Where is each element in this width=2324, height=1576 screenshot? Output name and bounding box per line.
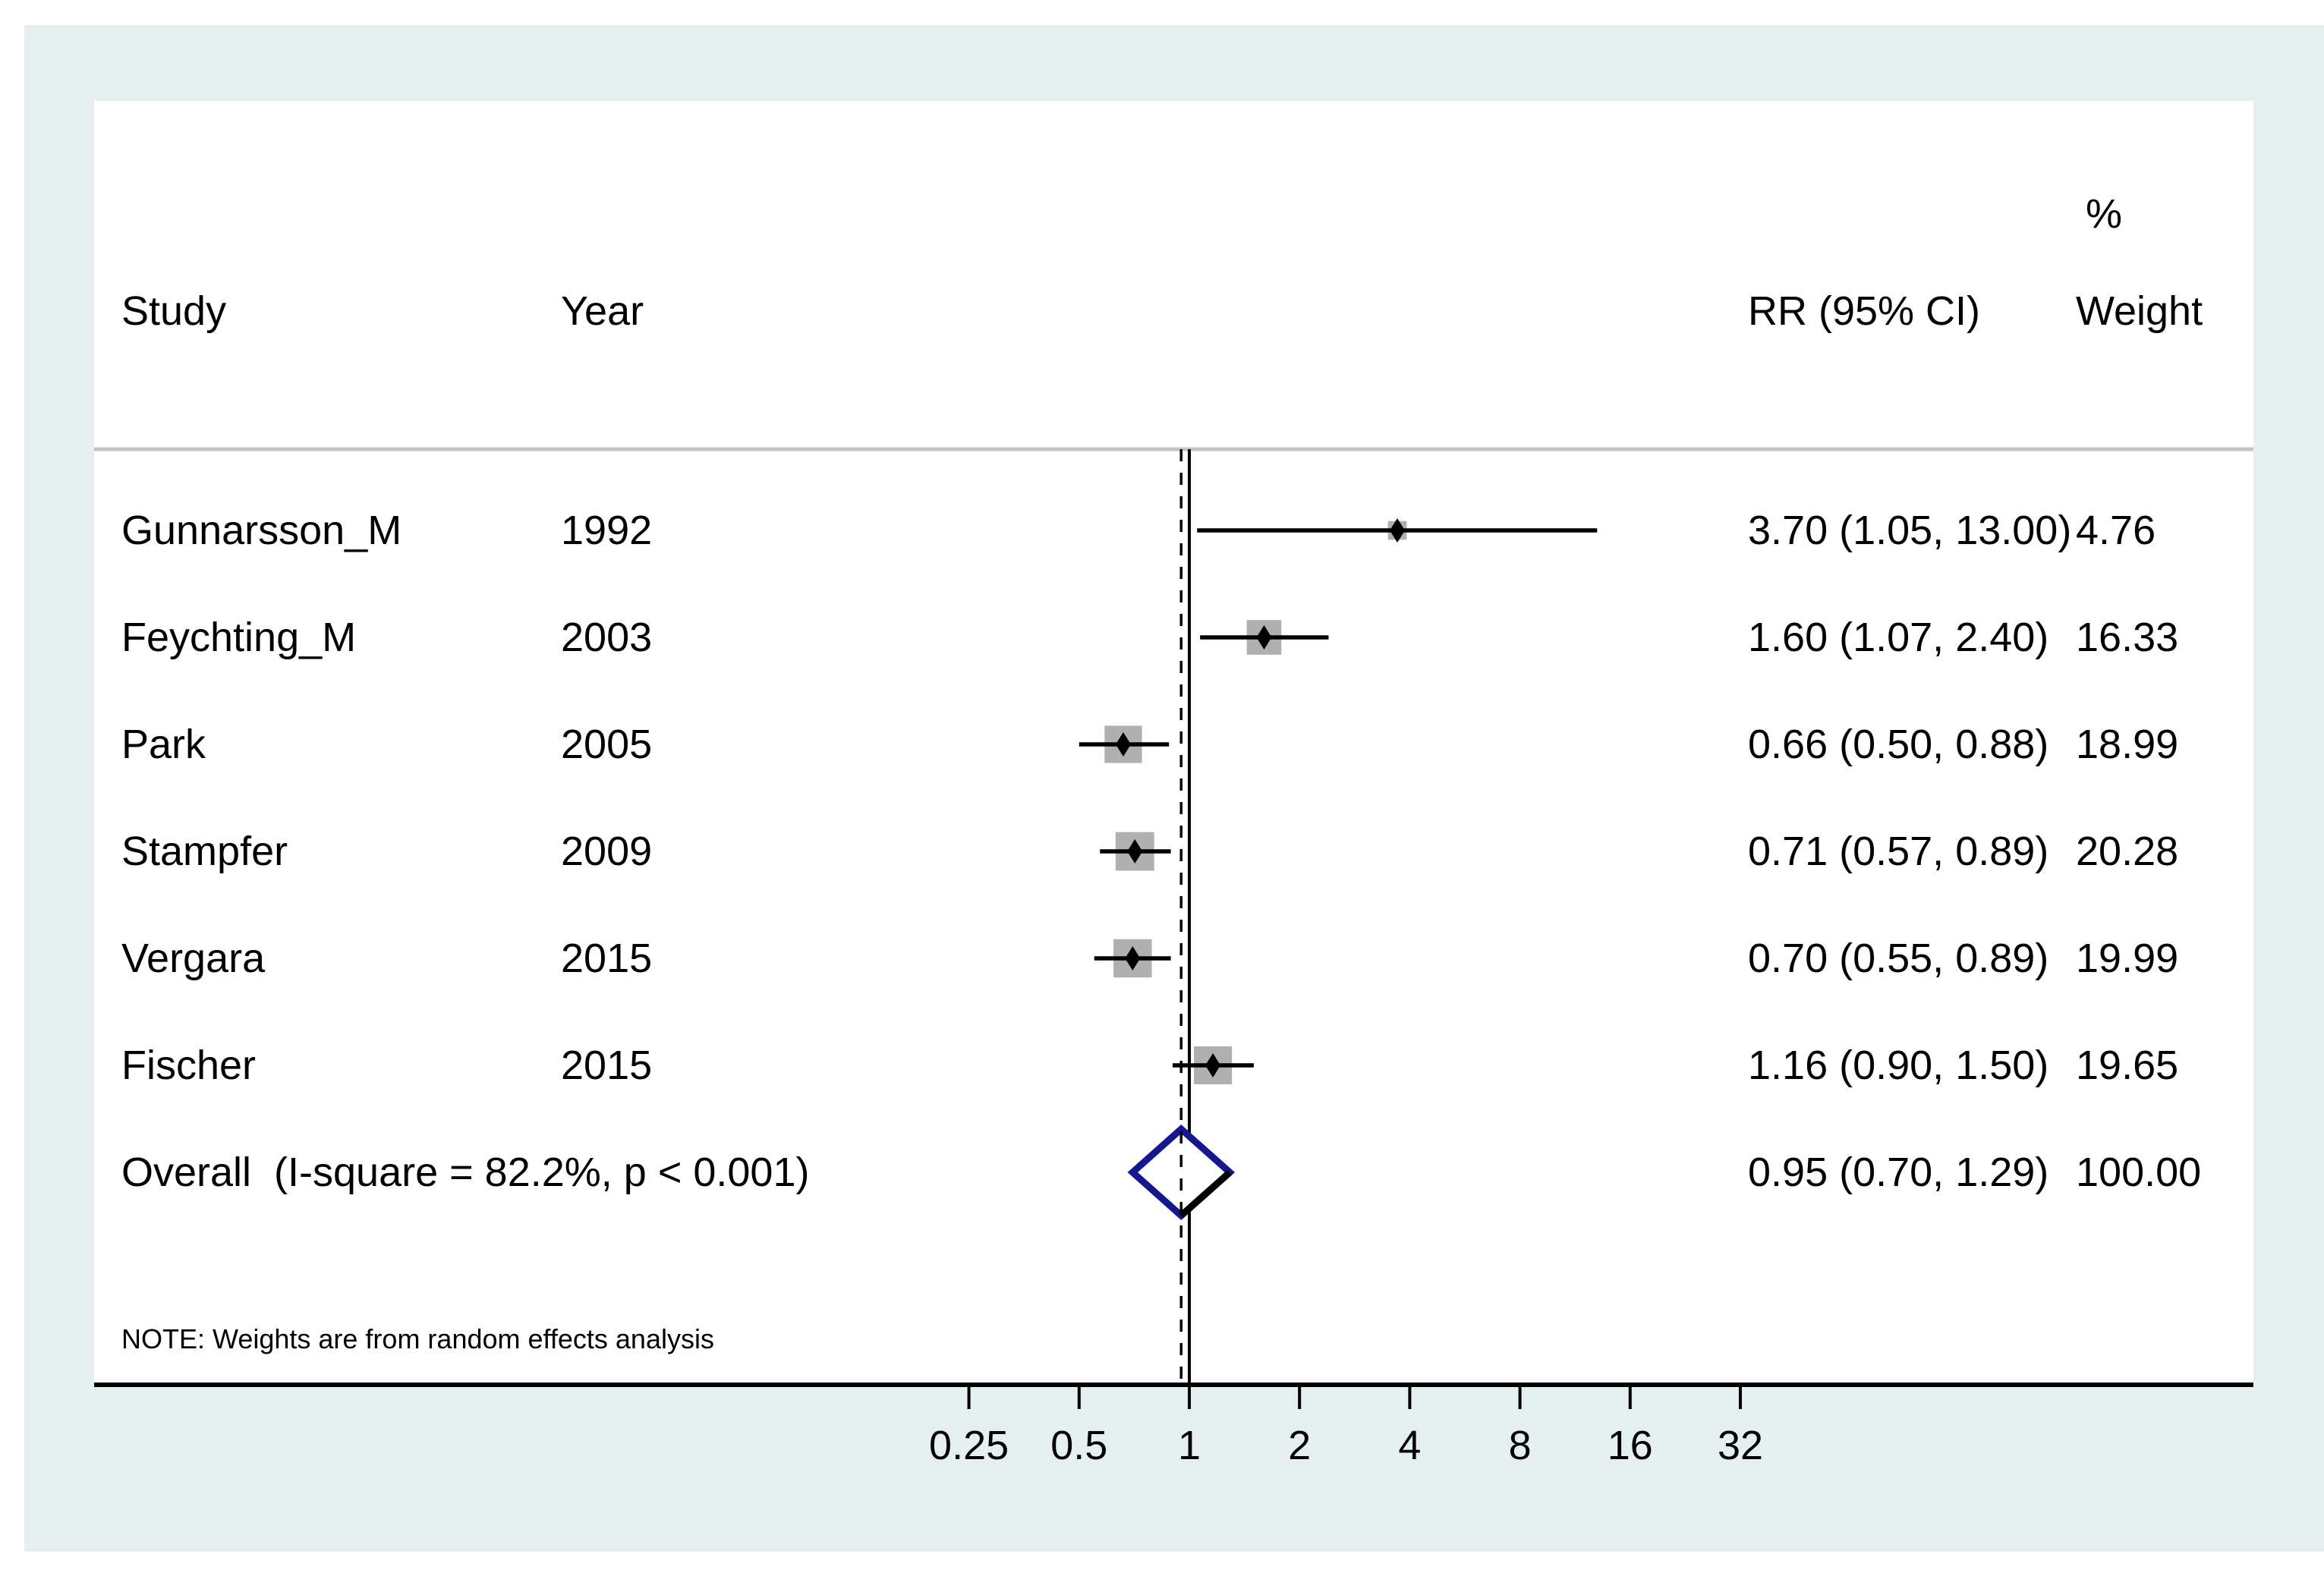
year-label: 2003: [561, 615, 653, 660]
rr-ci-label: 1.16 (0.90, 1.50): [1748, 1043, 2049, 1088]
rr-ci-label: 0.70 (0.55, 0.89): [1748, 936, 2049, 981]
x-axis-tick-label: 8: [1508, 1423, 1532, 1468]
x-axis-tick-label: 1: [1177, 1423, 1201, 1468]
x-axis-tick-label: 0.25: [929, 1423, 1009, 1468]
rr-ci-label: 0.71 (0.57, 0.89): [1748, 829, 2049, 874]
study-label: Feychting_M: [121, 615, 357, 660]
column-header-rr: RR (95% CI): [1748, 288, 1981, 334]
overall-label: Overall (I-square = 82.2%, p < 0.001): [121, 1150, 810, 1195]
weight-label: 19.65: [2076, 1043, 2179, 1088]
weight-label: 4.76: [2076, 508, 2156, 553]
overall-rr: 0.95 (0.70, 1.29): [1748, 1150, 2049, 1195]
year-label: 2015: [561, 1043, 653, 1088]
year-label: 1992: [561, 508, 653, 553]
study-label: Park: [121, 722, 206, 767]
x-axis-tick-label: 32: [1717, 1423, 1764, 1468]
x-axis-tick-label: 4: [1398, 1423, 1422, 1468]
weight-label: 20.28: [2076, 829, 2179, 874]
x-axis-tick-label: 16: [1607, 1423, 1653, 1468]
year-label: 2005: [561, 722, 653, 767]
rr-ci-label: 0.66 (0.50, 0.88): [1748, 722, 2049, 767]
weight-label: 16.33: [2076, 615, 2179, 660]
study-label: Fischer: [121, 1043, 257, 1088]
year-label: 2015: [561, 936, 653, 981]
study-label: Stampfer: [121, 829, 288, 874]
rr-ci-label: 1.60 (1.07, 2.40): [1748, 615, 2049, 660]
x-axis-tick-label: 0.5: [1050, 1423, 1108, 1468]
column-header-year: Year: [561, 288, 644, 334]
year-label: 2009: [561, 829, 653, 874]
column-header-study: Study: [121, 288, 227, 334]
rr-ci-label: 3.70 (1.05, 13.00): [1748, 508, 2072, 553]
overall-weight: 100.00: [2076, 1150, 2202, 1195]
column-header-percent: %: [2086, 191, 2123, 237]
weight-label: 19.99: [2076, 936, 2179, 981]
random-effects-note: NOTE: Weights are from random effects an…: [121, 1323, 714, 1354]
column-header-weight: Weight: [2076, 288, 2203, 334]
study-label: Gunnarsson_M: [121, 508, 402, 553]
weight-label: 18.99: [2076, 722, 2179, 767]
x-axis-tick-label: 2: [1288, 1423, 1312, 1468]
study-label: Vergara: [121, 936, 266, 981]
